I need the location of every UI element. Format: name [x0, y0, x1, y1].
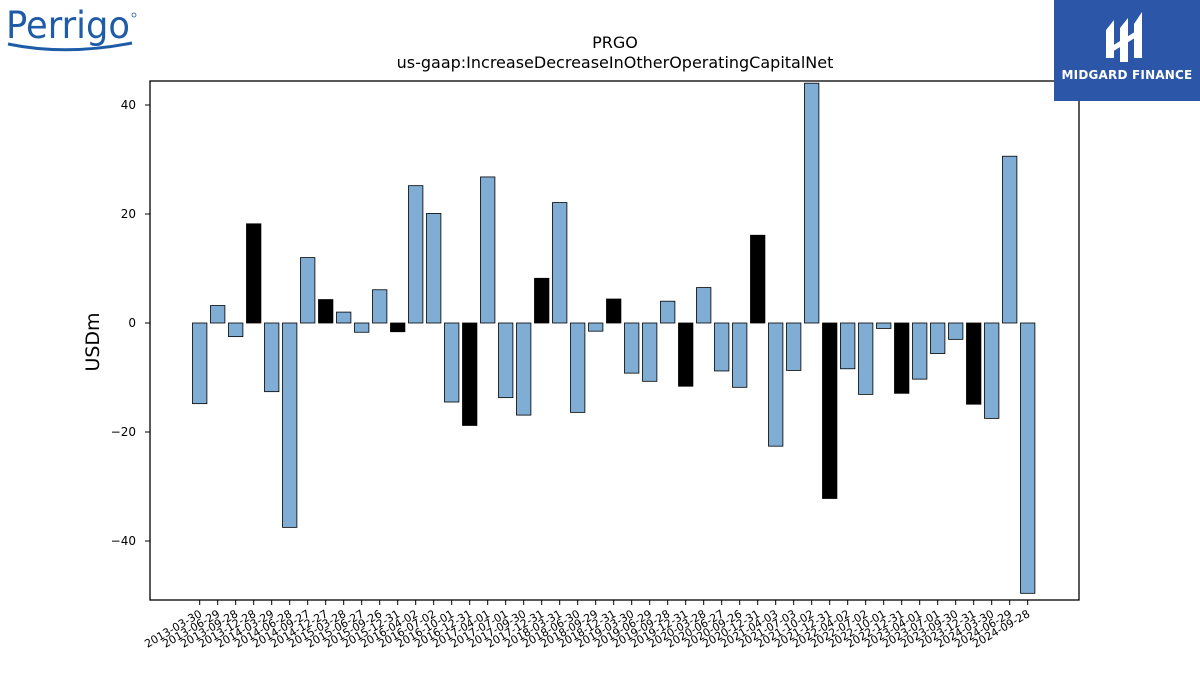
- bar-2024-06-29: [1002, 155, 1018, 324]
- bar-2020-12-31: [750, 234, 766, 324]
- bar-2017-07-01: [498, 322, 514, 399]
- bar-2014-09-27: [300, 257, 316, 324]
- svg-text:Perrigo: Perrigo: [6, 4, 130, 47]
- bar-2022-04-02: [840, 322, 856, 370]
- y-tick-label: −20: [111, 425, 136, 439]
- y-axis-label: USDm: [82, 312, 104, 371]
- bar-2023-12-31: [966, 322, 982, 405]
- bar-2021-07-03: [786, 322, 802, 371]
- bar-2021-12-31: [822, 322, 838, 499]
- bar-2016-07-02: [426, 213, 442, 324]
- y-tick-label: 20: [121, 207, 136, 221]
- y-tick-label: 0: [128, 316, 136, 330]
- bar-2018-03-31: [552, 202, 568, 324]
- chart-title: PRGO: [592, 33, 638, 52]
- bar-2019-06-29: [642, 322, 658, 382]
- plot-frame: [149, 80, 1080, 601]
- bar-2021-10-02: [804, 82, 820, 324]
- bar-2019-12-31: [678, 322, 694, 387]
- bar-2014-03-29: [264, 322, 280, 393]
- bar-2018-12-31: [606, 298, 622, 324]
- bar-2013-12-28: [246, 223, 262, 324]
- bar-2017-04-01: [480, 176, 496, 324]
- bar-2024-09-28: [1020, 322, 1036, 594]
- bar-2023-07-01: [930, 322, 946, 354]
- bar-2016-12-31: [462, 322, 478, 426]
- bar-2014-06-28: [282, 322, 298, 528]
- y-tick-label: −40: [111, 534, 136, 548]
- chart-subtitle: us-gaap:IncreaseDecreaseInOtherOperating…: [397, 53, 834, 72]
- bar-2023-04-01: [912, 322, 928, 380]
- bar-2019-03-30: [624, 322, 640, 374]
- bar-2023-09-30: [948, 322, 964, 340]
- bar-2016-04-02: [408, 185, 424, 324]
- bar-2018-06-30: [570, 322, 586, 413]
- bar-2017-12-31: [534, 277, 550, 324]
- bar-2017-09-30: [516, 322, 532, 416]
- bar-2020-06-27: [714, 322, 730, 372]
- midgard-finance-logo: MIDGARD FINANCE: [1054, 0, 1200, 101]
- bar-2022-07-02: [858, 322, 874, 395]
- midgard-emblem-icon: [1106, 12, 1142, 62]
- bar-2019-09-28: [660, 300, 676, 324]
- bar-2015-06-27: [354, 322, 370, 333]
- bar-2015-12-31: [390, 322, 406, 333]
- perrigo-logo: Perrigo: [6, 2, 138, 58]
- bar-2022-10-01: [876, 322, 892, 329]
- bar-2015-03-28: [336, 311, 352, 324]
- bar-2014-12-27: [318, 299, 334, 324]
- bar-2020-03-28: [696, 287, 712, 324]
- bar-2015-09-26: [372, 289, 388, 324]
- bar-series: [192, 82, 1036, 594]
- bar-2016-10-01: [444, 322, 460, 403]
- bar-2020-09-26: [732, 322, 748, 388]
- bar-2021-04-03: [768, 322, 784, 447]
- y-axis-ticks: −40 −20 0 20 40: [111, 98, 150, 548]
- bar-2018-09-29: [588, 322, 604, 332]
- bar-2022-12-31: [894, 322, 910, 394]
- bar-2024-03-30: [984, 322, 1000, 419]
- bar-2013-03-30: [192, 322, 208, 405]
- partner-logo-text: MIDGARD FINANCE: [1061, 68, 1193, 82]
- x-axis-ticks: 2013-03-302013-06-292013-09-282013-12-28…: [142, 600, 1032, 651]
- y-tick-label: 40: [121, 98, 136, 112]
- bar-2013-06-29: [210, 305, 226, 324]
- bar-2013-09-28: [228, 322, 244, 338]
